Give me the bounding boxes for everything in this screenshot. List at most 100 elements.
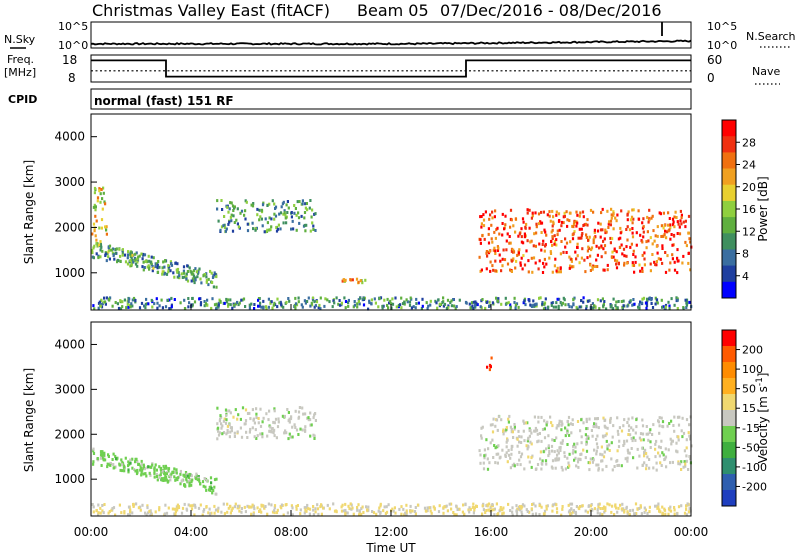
echo-cell xyxy=(597,505,600,509)
echo-cell xyxy=(488,502,491,506)
echo-cell xyxy=(632,264,636,267)
echo-cell xyxy=(108,244,112,248)
echo-cell xyxy=(551,228,554,232)
echo-cell xyxy=(163,265,166,269)
echo-cell xyxy=(567,503,570,507)
echo-cell xyxy=(677,505,681,509)
echo-cell xyxy=(578,261,581,265)
echo-cell xyxy=(649,428,652,432)
echo-cell xyxy=(625,254,628,258)
echo-cell xyxy=(671,243,674,247)
echo-cell xyxy=(555,213,558,217)
echo-cell xyxy=(392,509,395,513)
echo-cell xyxy=(656,251,659,255)
echo-cell xyxy=(111,507,114,510)
echo-cell xyxy=(415,302,418,306)
echo-cell xyxy=(226,430,229,434)
echo-cell xyxy=(612,212,615,216)
echo-cell xyxy=(595,442,599,446)
echo-cell xyxy=(176,506,179,510)
echo-cell xyxy=(667,448,670,452)
nave-tick-bottom: 0 xyxy=(707,71,715,85)
echo-cell xyxy=(183,298,186,302)
echo-cell xyxy=(504,214,507,218)
echo-cell xyxy=(192,269,196,273)
echo-cell xyxy=(462,503,465,507)
echo-cell xyxy=(464,502,467,506)
echo-cell xyxy=(569,512,572,516)
echo-cell xyxy=(687,252,690,255)
echo-cell xyxy=(377,305,380,309)
power-colorbar-segment xyxy=(722,265,736,283)
echo-cell xyxy=(668,217,671,220)
echo-cell xyxy=(360,507,363,511)
echo-cell xyxy=(613,513,616,516)
echo-cell xyxy=(676,307,679,310)
echo-cell xyxy=(202,509,205,513)
echo-cell xyxy=(637,209,640,213)
echo-cell xyxy=(220,199,223,202)
echo-cell xyxy=(201,480,205,484)
echo-cell xyxy=(550,444,554,448)
echo-cell xyxy=(174,478,177,482)
echo-cell xyxy=(526,211,529,215)
echo-cell xyxy=(615,459,618,463)
echo-cell xyxy=(320,512,323,516)
echo-cell xyxy=(268,409,271,413)
echo-cell xyxy=(153,466,156,470)
echo-cell xyxy=(312,416,315,420)
echo-cell xyxy=(468,302,471,306)
echo-cell xyxy=(555,426,558,430)
echo-cell xyxy=(516,463,519,466)
echo-cell xyxy=(531,214,534,218)
echo-cell xyxy=(164,503,167,507)
echo-cell xyxy=(142,268,145,272)
echo-cell xyxy=(499,259,502,263)
echo-cell xyxy=(359,296,362,300)
echo-cell xyxy=(260,510,263,514)
echo-cell xyxy=(530,256,533,260)
echo-cell xyxy=(291,425,294,429)
echo-cell xyxy=(420,307,423,310)
echo-cell xyxy=(500,302,503,306)
echo-cell xyxy=(582,448,585,452)
echo-cell xyxy=(306,503,309,507)
echo-cell xyxy=(512,224,515,228)
echo-cell xyxy=(589,457,592,461)
echo-cell xyxy=(631,227,634,230)
echo-cell xyxy=(522,241,525,245)
echo-cell xyxy=(319,505,322,509)
echo-cell xyxy=(183,502,186,506)
echo-cell xyxy=(94,208,97,212)
echo-cell xyxy=(510,452,513,456)
echo-cell xyxy=(600,255,603,259)
power-colorbar-tick-label: 8 xyxy=(742,248,749,261)
echo-cell xyxy=(408,303,412,307)
echo-cell xyxy=(273,301,276,305)
echo-cell xyxy=(556,229,559,233)
echo-cell xyxy=(548,449,551,453)
echo-cell xyxy=(143,253,147,257)
echo-cell xyxy=(567,303,570,307)
echo-cell xyxy=(497,444,500,448)
echo-cell xyxy=(586,434,589,438)
echo-cell xyxy=(441,301,444,304)
echo-cell xyxy=(301,406,304,410)
echo-cell xyxy=(260,217,263,221)
echo-cell xyxy=(306,300,309,303)
echo-cell xyxy=(267,418,270,422)
echo-cell xyxy=(575,257,578,261)
echo-cell xyxy=(169,478,172,482)
echo-cell xyxy=(547,434,550,438)
echo-cell xyxy=(246,436,249,439)
echo-cell xyxy=(102,300,105,304)
echo-cell xyxy=(627,433,630,436)
echo-cell xyxy=(551,438,554,442)
echo-cell xyxy=(541,428,545,431)
echo-cell xyxy=(310,301,313,305)
echo-cell xyxy=(114,301,117,304)
echo-cell xyxy=(518,232,521,236)
echo-cell xyxy=(288,420,291,424)
echo-cell xyxy=(178,475,181,479)
echo-cell xyxy=(585,233,588,237)
